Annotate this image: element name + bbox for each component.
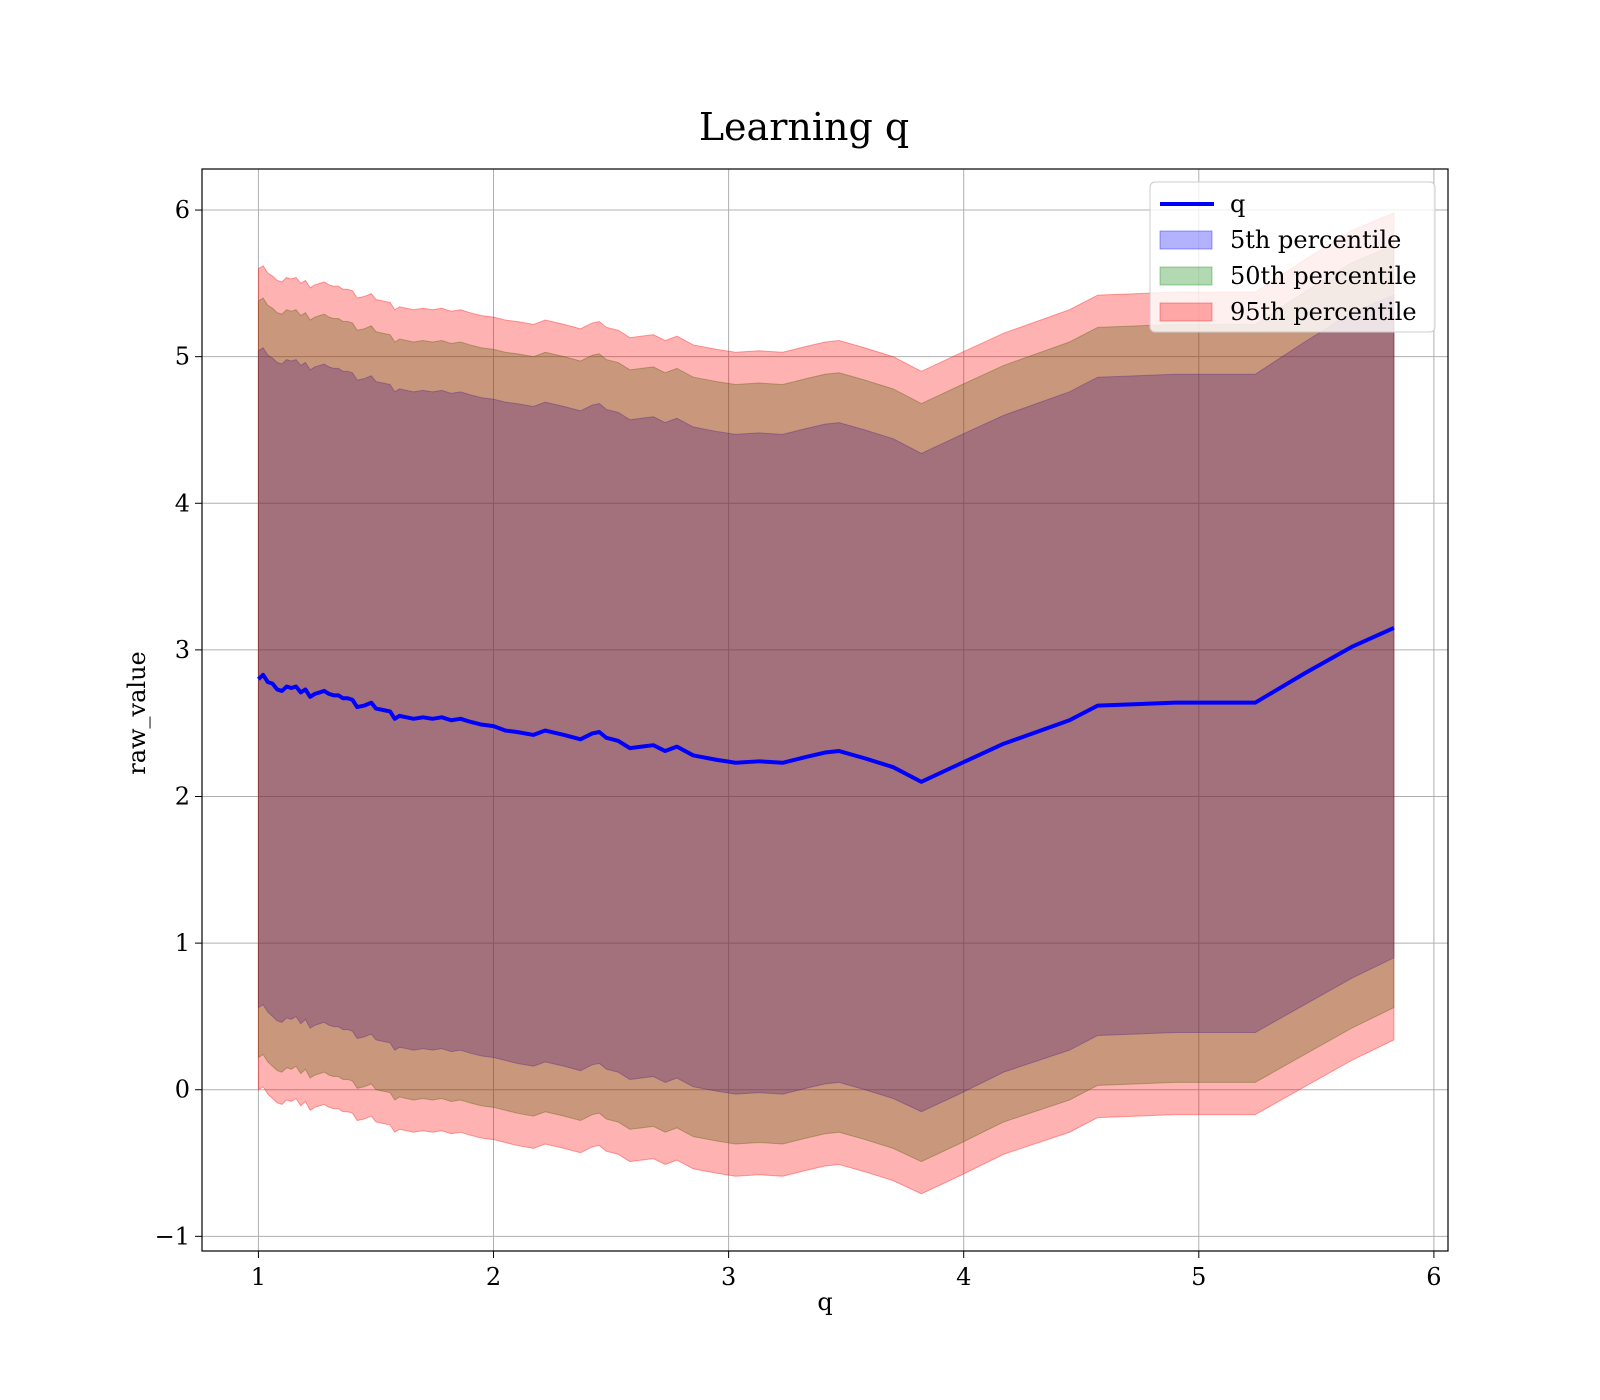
legend-swatch <box>1159 302 1213 322</box>
x-axis-label: q <box>817 1288 832 1316</box>
y-tick-label: 4 <box>175 489 190 517</box>
legend: q 5th percentile 50th percentile 95th perce… <box>1149 181 1436 333</box>
legend-box <box>1149 181 1436 333</box>
percentile-bands <box>257 212 1395 1195</box>
y-tick-label: 2 <box>175 783 190 811</box>
legend-label: q <box>1230 190 1245 218</box>
x-tick-label: 4 <box>956 1263 971 1291</box>
x-axis-ticks: 1 2 3 4 5 6 <box>251 1251 1442 1291</box>
band-50th-percentile <box>257 244 1395 1163</box>
y-tick-label: 6 <box>175 196 190 224</box>
y-tick-label: 1 <box>175 929 190 957</box>
x-tick-label: 5 <box>1191 1263 1206 1291</box>
x-tick-label: 2 <box>486 1263 501 1291</box>
x-tick-label: 3 <box>721 1263 736 1291</box>
x-tick-label: 1 <box>251 1263 266 1291</box>
y-tick-label: −1 <box>155 1222 190 1250</box>
plot-frame <box>201 168 1449 1252</box>
legend-swatch <box>1159 266 1213 286</box>
y-tick-label: 0 <box>175 1076 190 1104</box>
legend-label: 95th percentile <box>1230 298 1417 326</box>
band-5th-percentile <box>257 294 1395 1113</box>
legend-label: 5th percentile <box>1230 226 1401 254</box>
y-tick-label: 3 <box>175 636 190 664</box>
y-tick-label: 5 <box>175 343 190 371</box>
line-q <box>257 626 1395 784</box>
data-lines <box>257 626 1395 784</box>
x-tick-label: 6 <box>1426 1263 1441 1291</box>
chart-title: Learning q <box>699 105 909 149</box>
legend-label: 50th percentile <box>1230 262 1417 290</box>
legend-swatch <box>1159 230 1213 250</box>
y-axis-ticks: −1 0 1 2 3 4 5 6 <box>155 196 202 1250</box>
band-95th-percentile <box>257 212 1395 1195</box>
y-axis-label: raw_value <box>123 651 151 775</box>
